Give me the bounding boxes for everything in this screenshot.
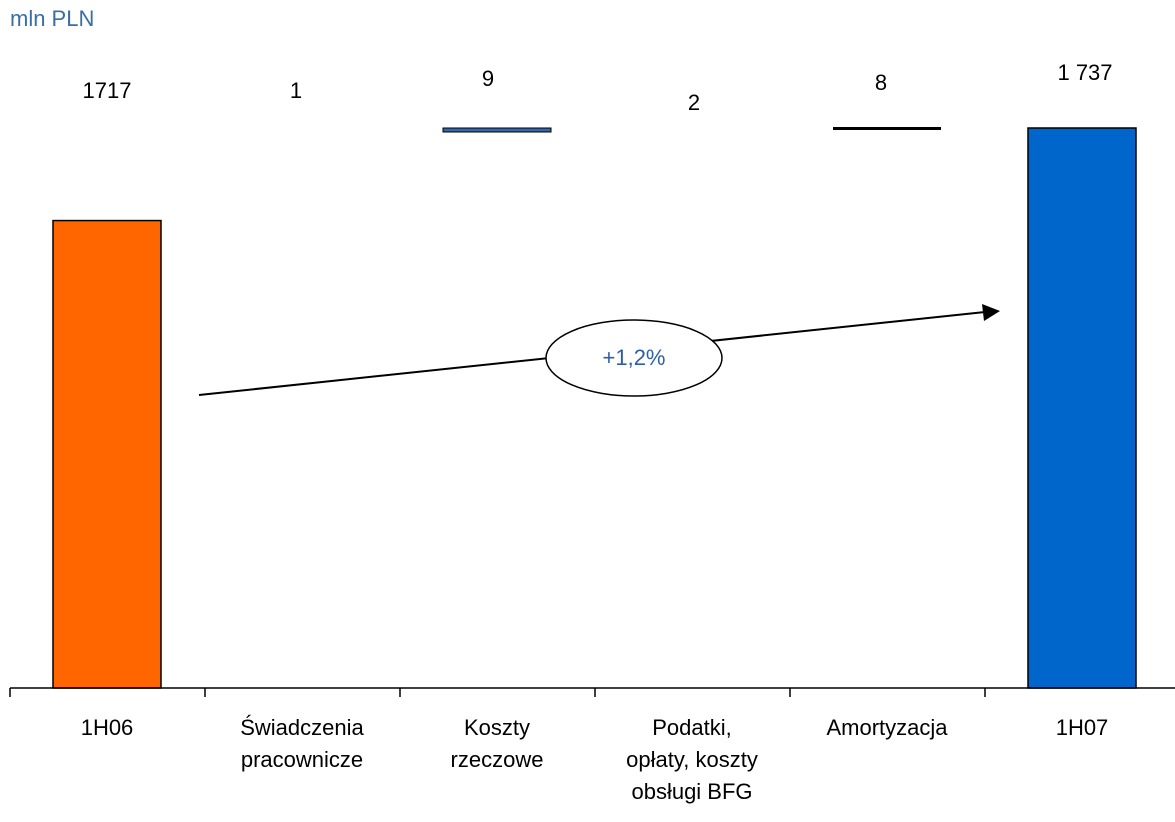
tick-label-1h07: 1H07 xyxy=(1055,715,1109,740)
tick-label-koszty: Koszty rzeczowe xyxy=(450,715,544,772)
bar-1h07 xyxy=(1027,127,1137,689)
tick-label-amortyzacja: Amortyzacja xyxy=(826,715,948,740)
data-label-swiadczenia: 1 xyxy=(289,78,303,103)
data-label-koszty: 9 xyxy=(481,66,495,91)
tick-label-podatki: Podatki, opłaty, koszty obsługi BFG xyxy=(626,715,758,804)
data-label-amortyzacja: 8 xyxy=(874,70,888,95)
growth-arrow-head xyxy=(982,304,1000,321)
bar-1h06 xyxy=(52,219,162,689)
bar-koszty xyxy=(442,127,552,133)
bar-amortyzacja xyxy=(833,127,941,130)
growth-ellipse xyxy=(545,319,723,397)
data-label-1h07: 1 737 xyxy=(1057,60,1113,85)
unit-label: mln PLN xyxy=(10,6,95,31)
growth-label: +1,2% xyxy=(602,345,666,370)
data-label-podatki: 2 xyxy=(687,90,701,115)
tick-label-swiadczenia: Świadczenia pracownicze xyxy=(240,715,364,772)
tick-label-1h06: 1H06 xyxy=(80,715,134,740)
data-label-1h06: 1717 xyxy=(82,78,132,103)
